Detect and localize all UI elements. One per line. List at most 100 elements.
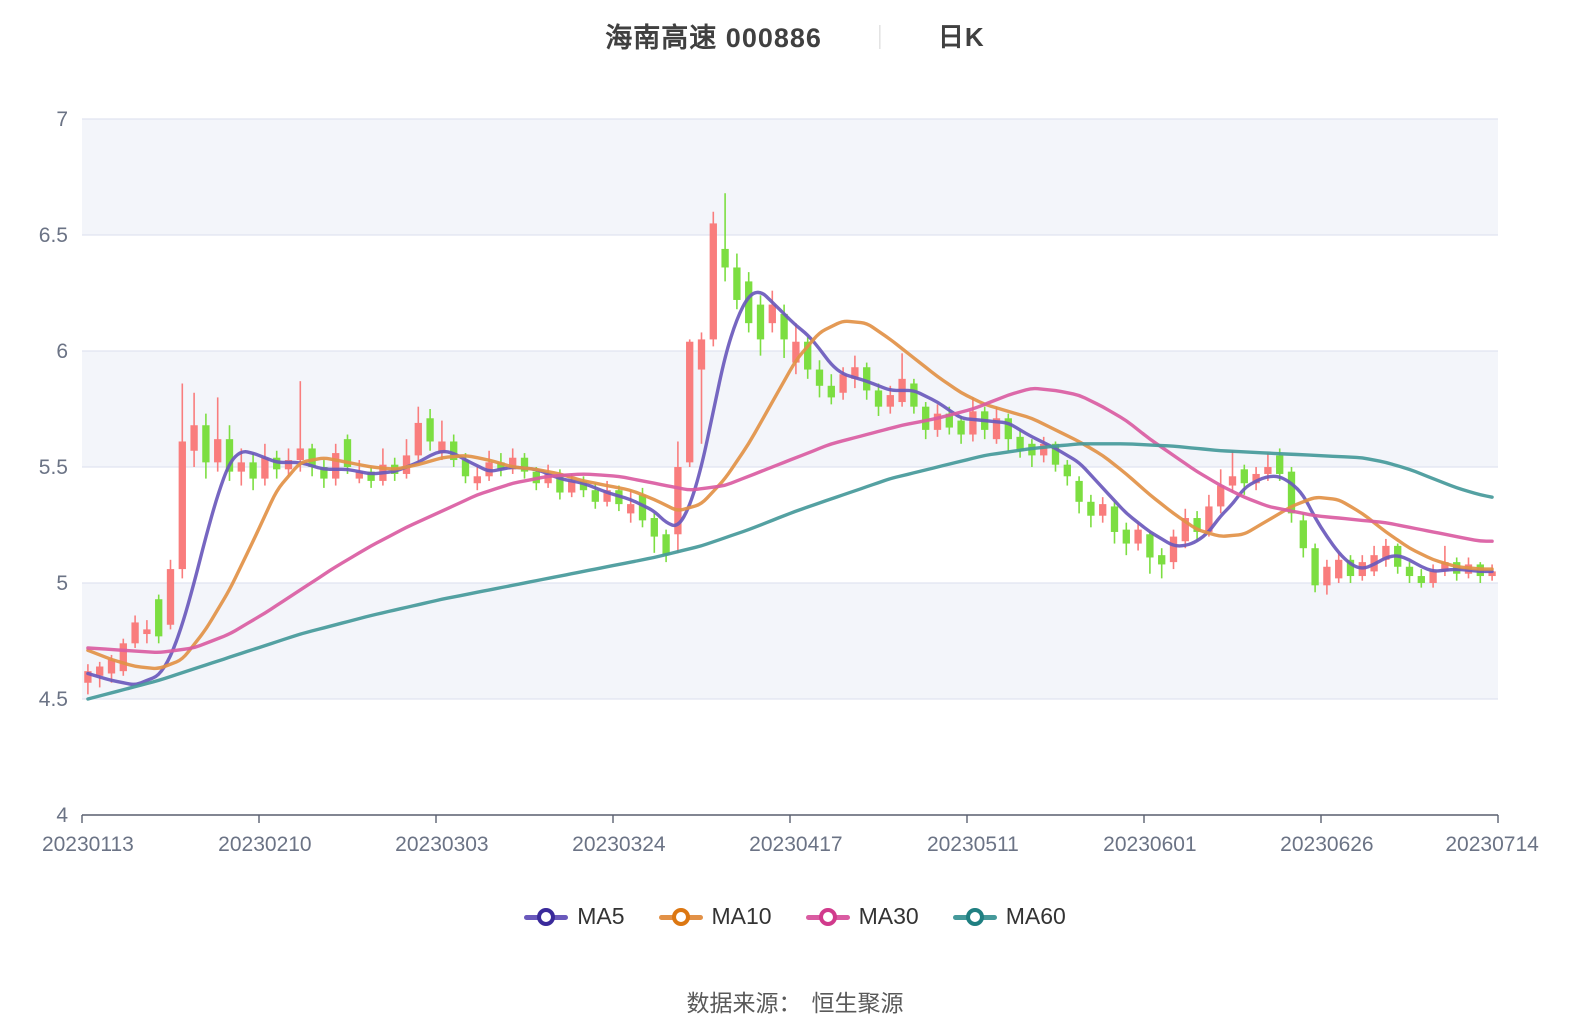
candle-body[interactable] — [131, 622, 139, 644]
candle-body[interactable] — [650, 518, 658, 537]
candle-body[interactable] — [922, 406, 930, 430]
candle-body[interactable] — [143, 629, 151, 635]
candle-body[interactable] — [237, 462, 245, 472]
candle-body[interactable] — [332, 453, 340, 479]
candle-body[interactable] — [827, 385, 835, 398]
candle-body[interactable] — [414, 422, 422, 456]
candle-body[interactable] — [804, 341, 812, 370]
candle-body[interactable] — [686, 341, 694, 463]
candle-body[interactable] — [107, 659, 116, 674]
candle-body[interactable] — [343, 439, 352, 467]
candle-body[interactable] — [202, 425, 210, 463]
candle-body[interactable] — [1429, 571, 1437, 583]
candle-body[interactable] — [155, 599, 163, 637]
candle-body[interactable] — [839, 374, 847, 393]
candle-body[interactable] — [933, 413, 942, 430]
candle-body[interactable] — [745, 281, 753, 324]
candle-body[interactable] — [1110, 506, 1119, 532]
candle-body[interactable] — [1146, 534, 1154, 558]
candle-body[interactable] — [1158, 555, 1166, 565]
candle-body[interactable] — [756, 304, 765, 340]
candle-body[interactable] — [662, 534, 670, 556]
candle-body[interactable] — [674, 467, 682, 535]
candle-body[interactable] — [910, 383, 918, 407]
candle-body[interactable] — [1335, 559, 1343, 579]
candle-body[interactable] — [1228, 476, 1237, 486]
candle-body[interactable] — [438, 441, 446, 454]
ma-line-ma60[interactable] — [86, 442, 1494, 701]
candle-body[interactable] — [1016, 436, 1024, 451]
candle-body[interactable] — [945, 413, 953, 428]
candle-body[interactable] — [768, 304, 776, 324]
candle-body[interactable] — [697, 339, 706, 370]
candle-body[interactable] — [1276, 455, 1284, 474]
candle-body[interactable] — [851, 367, 859, 379]
candle-body[interactable] — [627, 504, 635, 514]
candle-body[interactable] — [284, 460, 293, 470]
candle-body[interactable] — [1441, 562, 1449, 572]
candle-body[interactable] — [320, 467, 328, 479]
candle-body[interactable] — [1051, 443, 1060, 465]
candle-body[interactable] — [473, 476, 481, 484]
candle-body[interactable] — [780, 313, 788, 340]
candle-body[interactable] — [1134, 529, 1142, 544]
candle-body[interactable] — [1193, 518, 1201, 532]
candle-body[interactable] — [214, 439, 222, 463]
candle-body[interactable] — [1063, 464, 1071, 477]
candle-body[interactable] — [709, 223, 717, 340]
candle-body[interactable] — [249, 462, 257, 479]
candle-body[interactable] — [1417, 576, 1425, 583]
candle-body[interactable] — [1122, 529, 1130, 544]
candle-body[interactable] — [568, 480, 576, 493]
candle-body[interactable] — [461, 460, 470, 477]
candle-body[interactable] — [863, 367, 871, 391]
candle-body[interactable] — [556, 473, 564, 493]
candle-body[interactable] — [1004, 418, 1012, 440]
candle-body[interactable] — [1382, 545, 1390, 560]
candle-body[interactable] — [721, 248, 729, 268]
candle-body[interactable] — [1264, 467, 1272, 474]
candle-body[interactable] — [1311, 548, 1319, 586]
candle-body[interactable] — [1346, 559, 1355, 577]
candle-body[interactable] — [261, 457, 269, 479]
candle-body[interactable] — [1075, 480, 1083, 502]
candle-body[interactable] — [792, 341, 800, 363]
candle-body[interactable] — [1040, 443, 1048, 456]
candle-body[interactable] — [355, 471, 363, 479]
candle-body[interactable] — [603, 490, 611, 502]
candle-body[interactable] — [225, 439, 234, 472]
candle-body[interactable] — [509, 457, 517, 470]
legend-item-ma60[interactable]: MA60 — [952, 903, 1066, 930]
candle-body[interactable] — [733, 267, 741, 300]
candle-body[interactable] — [84, 671, 92, 683]
candle-body[interactable] — [579, 480, 588, 491]
candle-body[interactable] — [308, 448, 316, 467]
candle-body[interactable] — [1217, 485, 1225, 507]
candle-body[interactable] — [96, 666, 104, 676]
candle-body[interactable] — [1287, 471, 1296, 514]
candle-body[interactable] — [591, 490, 599, 502]
candle-body[interactable] — [1299, 520, 1307, 549]
legend-item-ma10[interactable]: MA10 — [658, 903, 772, 930]
candle-body[interactable] — [957, 420, 965, 435]
candle-body[interactable] — [1169, 536, 1178, 563]
candle-body[interactable] — [1181, 518, 1189, 542]
candle-body[interactable] — [367, 471, 375, 481]
candle-body[interactable] — [1488, 571, 1496, 577]
candle-body[interactable] — [815, 369, 824, 386]
legend-item-ma30[interactable]: MA30 — [805, 903, 919, 930]
candle-body[interactable] — [1405, 566, 1414, 577]
candle-body[interactable] — [426, 418, 434, 442]
candle-body[interactable] — [296, 448, 304, 461]
legend-item-ma5[interactable]: MA5 — [524, 903, 625, 930]
candle-body[interactable] — [1252, 473, 1260, 484]
ma-line-ma30[interactable] — [86, 386, 1494, 655]
candle-body[interactable] — [1099, 504, 1107, 516]
candle-body[interactable] — [638, 494, 647, 521]
candle-body[interactable] — [178, 441, 186, 570]
candle-body[interactable] — [450, 441, 458, 461]
candle-body[interactable] — [1240, 469, 1248, 484]
candle-body[interactable] — [544, 473, 552, 484]
